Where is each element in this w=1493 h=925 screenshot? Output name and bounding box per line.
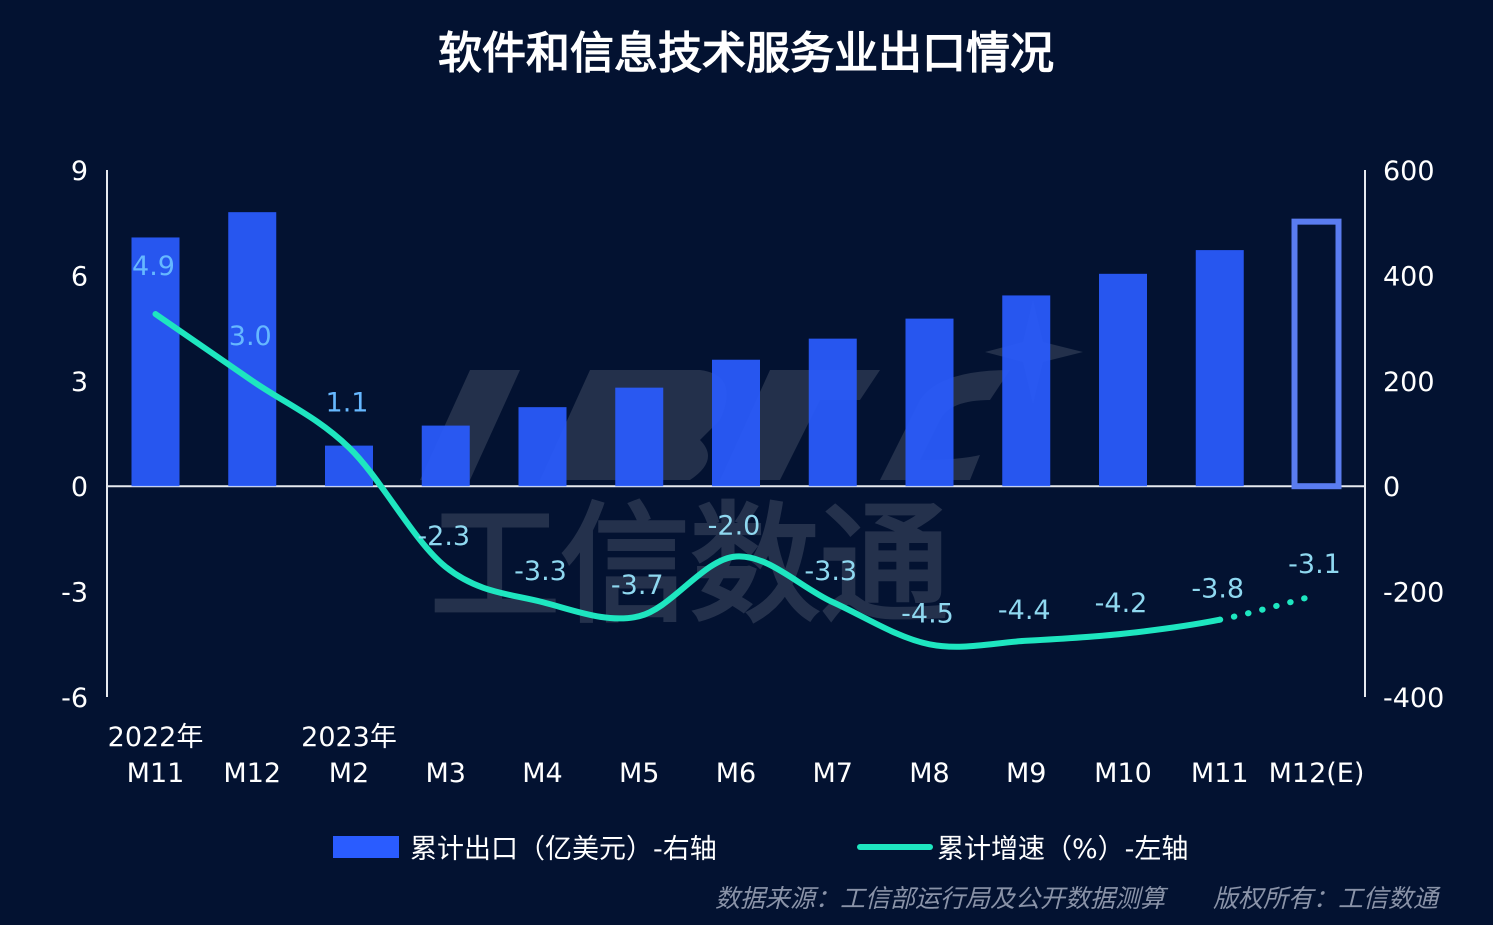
right-tick-label: 400	[1383, 261, 1435, 292]
right-tick-label: -400	[1383, 683, 1444, 714]
growth-data-label: 4.9	[132, 251, 175, 282]
watermark-text: 工信数通	[430, 489, 950, 641]
growth-data-label: -2.0	[708, 510, 761, 541]
bar	[1099, 273, 1147, 487]
bars	[131, 212, 1342, 490]
category-label: M11	[1191, 758, 1249, 789]
year-label: 2022年	[108, 722, 204, 753]
bar	[905, 318, 954, 487]
category-label: M7	[813, 758, 853, 789]
legend-bar-label: 累计出口（亿美元）-右轴	[410, 834, 717, 865]
growth-line-estimate	[1216, 592, 1320, 623]
bar	[712, 359, 760, 487]
category-label: M12(E)	[1269, 758, 1365, 789]
legend: 累计出口（亿美元）-右轴 累计增速（%）-左轴	[333, 834, 1188, 865]
category-label: M10	[1094, 758, 1152, 789]
growth-data-label: -3.8	[1191, 574, 1244, 605]
category-labels: 2022年 M11 M12 2023年 M2 M3 M4 M5 M6 M7 M8 M9 M10 M11 M1…	[108, 722, 1365, 789]
category-label: M12	[223, 758, 281, 789]
category-label: M5	[619, 758, 659, 789]
right-tick-label: 0	[1383, 472, 1400, 503]
data-labels: 4.9 3.0 1.1 -2.3 -3.3 -3.7 -2.0 -3.3 -4.5 -4.4 -4.…	[132, 251, 1341, 629]
growth-data-label: 3.0	[229, 321, 272, 352]
category-label: M9	[1006, 758, 1046, 789]
axes: 9 6 3 0 -3 -6 600 400 200 0 -200 -400	[61, 156, 1444, 714]
left-tick-label: 9	[71, 156, 88, 187]
growth-data-label: -3.1	[1288, 549, 1341, 580]
growth-data-label: -4.5	[901, 598, 954, 629]
bar	[228, 212, 277, 487]
bar	[1195, 250, 1244, 487]
chart-title: 软件和信息技术服务业出口情况	[438, 28, 1054, 79]
legend-line-label: 累计增速（%）-左轴	[937, 834, 1188, 865]
bar	[1002, 295, 1051, 487]
source-note: 数据来源：工信部运行局及公开数据测算	[715, 884, 1169, 913]
growth-data-label: -4.2	[1095, 588, 1148, 619]
bar	[421, 425, 470, 487]
bar	[518, 407, 567, 487]
left-tick-label: 6	[71, 261, 88, 292]
growth-data-label: -3.3	[514, 556, 567, 587]
left-tick-label: -6	[61, 683, 88, 714]
bar	[131, 237, 180, 487]
bar-estimate	[1291, 218, 1342, 490]
left-tick-label: 3	[71, 367, 88, 398]
category-label: M3	[426, 758, 466, 789]
left-tick-label: -3	[61, 578, 88, 609]
category-label: M8	[909, 758, 949, 789]
category-label: M6	[716, 758, 756, 789]
growth-data-label: -3.3	[804, 556, 857, 587]
right-tick-label: 600	[1383, 156, 1435, 187]
growth-data-label: 1.1	[326, 388, 369, 419]
bar	[615, 387, 664, 487]
category-label: M2	[329, 758, 369, 789]
right-tick-label: -200	[1383, 578, 1444, 609]
growth-line-solid	[152, 311, 1223, 650]
growth-data-label: -2.3	[417, 521, 470, 552]
legend-bar-swatch	[333, 836, 399, 858]
year-label: 2023年	[301, 722, 397, 753]
right-tick-label: 200	[1383, 367, 1435, 398]
growth-data-label: -4.4	[998, 595, 1051, 626]
category-label: M4	[522, 758, 562, 789]
growth-line	[152, 311, 1320, 650]
bar	[808, 338, 857, 487]
growth-data-label: -3.7	[611, 570, 664, 601]
category-label: M11	[127, 758, 185, 789]
copyright-note: 版权所有：工信数通	[1213, 884, 1441, 913]
left-tick-label: 0	[71, 472, 88, 503]
